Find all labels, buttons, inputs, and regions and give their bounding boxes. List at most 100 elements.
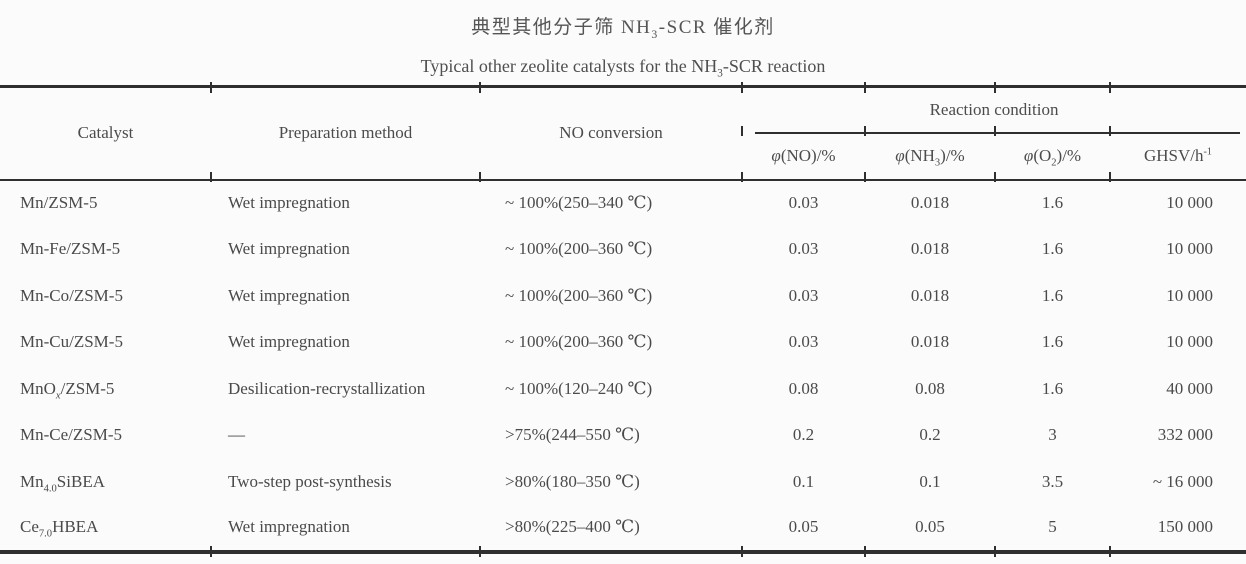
phi-nh3-cell: 0.2 xyxy=(919,425,941,445)
reaction-condition-underline xyxy=(755,131,1241,134)
column-boundary-tick xyxy=(864,126,866,136)
catalyst-cell: Mn-Ce/ZSM-5 xyxy=(20,425,122,445)
table-row: Mn-Cu/ZSM-5 Wet impregnation ~ 100%(200–36… xyxy=(0,319,1246,366)
table-title-en: Typical other zeolite catalysts for the … xyxy=(420,56,826,80)
column-boundary-tick xyxy=(210,546,212,557)
column-boundary-tick xyxy=(1109,126,1111,136)
ghsv-cell: ~ 16 000 xyxy=(1152,471,1214,491)
phi-nh3-cell: 0.1 xyxy=(919,471,941,491)
column-boundary-tick xyxy=(479,172,481,182)
phi-o2-cell: 5 xyxy=(1048,517,1057,537)
phi-no-cell: 0.2 xyxy=(792,425,815,445)
col-header-phi-o2: φ(O2)/% xyxy=(995,132,1110,181)
no-conversion-cell: ~ 100%(200–360 ℃) xyxy=(505,332,653,352)
table-row: Mn/ZSM-5 Wet impregnation ~ 100%(250–340 ℃… xyxy=(0,180,1246,227)
column-boundary-tick xyxy=(1109,546,1111,557)
col-header-no-conversion: NO conversion xyxy=(480,86,742,181)
phi-no-label: φ(NO)/% xyxy=(771,145,836,165)
column-boundary-tick xyxy=(741,82,743,93)
column-boundary-tick xyxy=(479,82,481,93)
col-header-reaction-condition: Reaction condition xyxy=(742,87,1246,134)
column-boundary-tick xyxy=(994,546,996,557)
ghsv-cell: 150 000 xyxy=(1157,517,1214,537)
ghsv-cell: 10 000 xyxy=(1166,239,1214,259)
phi-o2-label: φ(O2)/% xyxy=(1023,145,1082,168)
catalyst-cell: Ce7.0HBEA xyxy=(20,517,99,540)
phi-o2-cell: 3 xyxy=(1048,425,1057,445)
phi-no-cell: 0.03 xyxy=(788,239,819,259)
no-conversion-cell: ~ 100%(120–240 ℃) xyxy=(505,378,653,398)
phi-nh3-cell: 0.018 xyxy=(910,285,950,305)
column-boundary-tick xyxy=(210,172,212,182)
table-row: Mn-Ce/ZSM-5 — >75%(244–550 ℃) 0.2 0.2 3 332 00… xyxy=(0,412,1246,459)
table-row: Mn4.0SiBEA Two-step post-synthesis >80%(18… xyxy=(0,459,1246,506)
catalyst-cell: MnOx/ZSM-5 xyxy=(20,378,115,402)
column-boundary-tick xyxy=(741,126,743,136)
no-conversion-cell: ~ 100%(200–360 ℃) xyxy=(505,239,653,259)
table-title-zh: 典型其他分子筛 NH3-SCR 催化剂 xyxy=(471,17,775,41)
column-boundary-tick xyxy=(1109,82,1111,93)
phi-nh3-cell: 0.05 xyxy=(915,517,945,537)
preparation-method-cell: Wet impregnation xyxy=(228,332,350,352)
reaction-condition-label: Reaction condition xyxy=(929,100,1059,120)
phi-no-cell: 0.1 xyxy=(792,471,815,491)
preparation-method-cell: Wet impregnation xyxy=(228,193,350,213)
table-row: Mn-Fe/ZSM-5 Wet impregnation ~ 100%(200–36… xyxy=(0,226,1246,273)
phi-nh3-cell: 0.018 xyxy=(910,332,950,352)
catalyst-cell: Mn4.0SiBEA xyxy=(20,471,105,495)
no-conversion-cell: >75%(244–550 ℃) xyxy=(505,425,640,445)
ghsv-cell: 10 000 xyxy=(1166,332,1214,352)
column-boundary-tick xyxy=(864,172,866,182)
no-conversion-cell: ~ 100%(250–340 ℃) xyxy=(505,193,653,213)
column-boundary-tick xyxy=(1109,172,1111,182)
catalyst-cell: Mn-Fe/ZSM-5 xyxy=(20,239,121,259)
phi-o2-cell: 1.6 xyxy=(1041,332,1064,352)
col-header-preparation-method: Preparation method xyxy=(211,86,480,181)
preparation-method-cell: Desilication-recrystallization xyxy=(228,378,426,398)
table-body: Mn/ZSM-5 Wet impregnation ~ 100%(250–340 ℃… xyxy=(0,180,1246,552)
column-boundary-tick xyxy=(864,82,866,93)
column-boundary-tick xyxy=(741,546,743,557)
col-header-ghsv: GHSV/h-1 xyxy=(1110,132,1246,181)
preparation-method-cell: Wet impregnation xyxy=(228,285,350,305)
phi-no-cell: 0.03 xyxy=(788,193,819,213)
column-boundary-tick xyxy=(479,546,481,557)
ghsv-label: GHSV/h-1 xyxy=(1144,145,1213,165)
phi-nh3-cell: 0.018 xyxy=(910,193,950,213)
no-conversion-cell: >80%(225–400 ℃) xyxy=(505,517,640,537)
phi-o2-cell: 1.6 xyxy=(1041,378,1064,398)
phi-o2-cell: 3.5 xyxy=(1041,471,1064,491)
phi-o2-cell: 1.6 xyxy=(1041,193,1064,213)
ghsv-cell: 332 000 xyxy=(1157,425,1214,445)
column-boundary-tick xyxy=(994,82,996,93)
table-row: MnOx/ZSM-5 Desilication-recrystallization… xyxy=(0,366,1246,413)
table-row: Mn-Co/ZSM-5 Wet impregnation ~ 100%(200–36… xyxy=(0,273,1246,320)
phi-no-cell: 0.08 xyxy=(788,378,819,398)
column-boundary-tick xyxy=(994,172,996,182)
column-boundary-tick xyxy=(994,126,996,136)
no-conversion-cell: ~ 100%(200–360 ℃) xyxy=(505,285,653,305)
phi-no-cell: 0.05 xyxy=(788,517,819,537)
column-boundary-tick xyxy=(210,82,212,93)
preparation-method-cell: Two-step post-synthesis xyxy=(228,471,392,491)
phi-o2-cell: 1.6 xyxy=(1041,239,1064,259)
phi-no-cell: 0.03 xyxy=(788,332,819,352)
catalyst-cell: Mn-Cu/ZSM-5 xyxy=(20,332,123,352)
column-boundary-tick xyxy=(741,172,743,182)
phi-nh3-label: φ(NH3)/% xyxy=(895,145,965,168)
col-header-phi-nh3: φ(NH3)/% xyxy=(865,132,995,181)
column-boundary-tick xyxy=(864,546,866,557)
phi-o2-cell: 1.6 xyxy=(1041,285,1064,305)
preparation-method-cell: Wet impregnation xyxy=(228,517,350,537)
catalyst-cell: Mn/ZSM-5 xyxy=(20,193,98,213)
preparation-method-cell: — xyxy=(228,425,245,445)
table-row: Ce7.0HBEA Wet impregnation >80%(225–400 ℃)… xyxy=(0,505,1246,552)
no-conversion-cell: >80%(180–350 ℃) xyxy=(505,471,640,491)
col-header-catalyst: Catalyst xyxy=(0,86,211,181)
phi-nh3-cell: 0.08 xyxy=(915,378,945,398)
ghsv-cell: 40 000 xyxy=(1166,378,1214,398)
catalyst-table: Catalyst Preparation method NO conversio… xyxy=(0,85,1246,554)
preparation-method-cell: Wet impregnation xyxy=(228,239,350,259)
col-header-phi-no: φ(NO)/% xyxy=(742,132,865,181)
